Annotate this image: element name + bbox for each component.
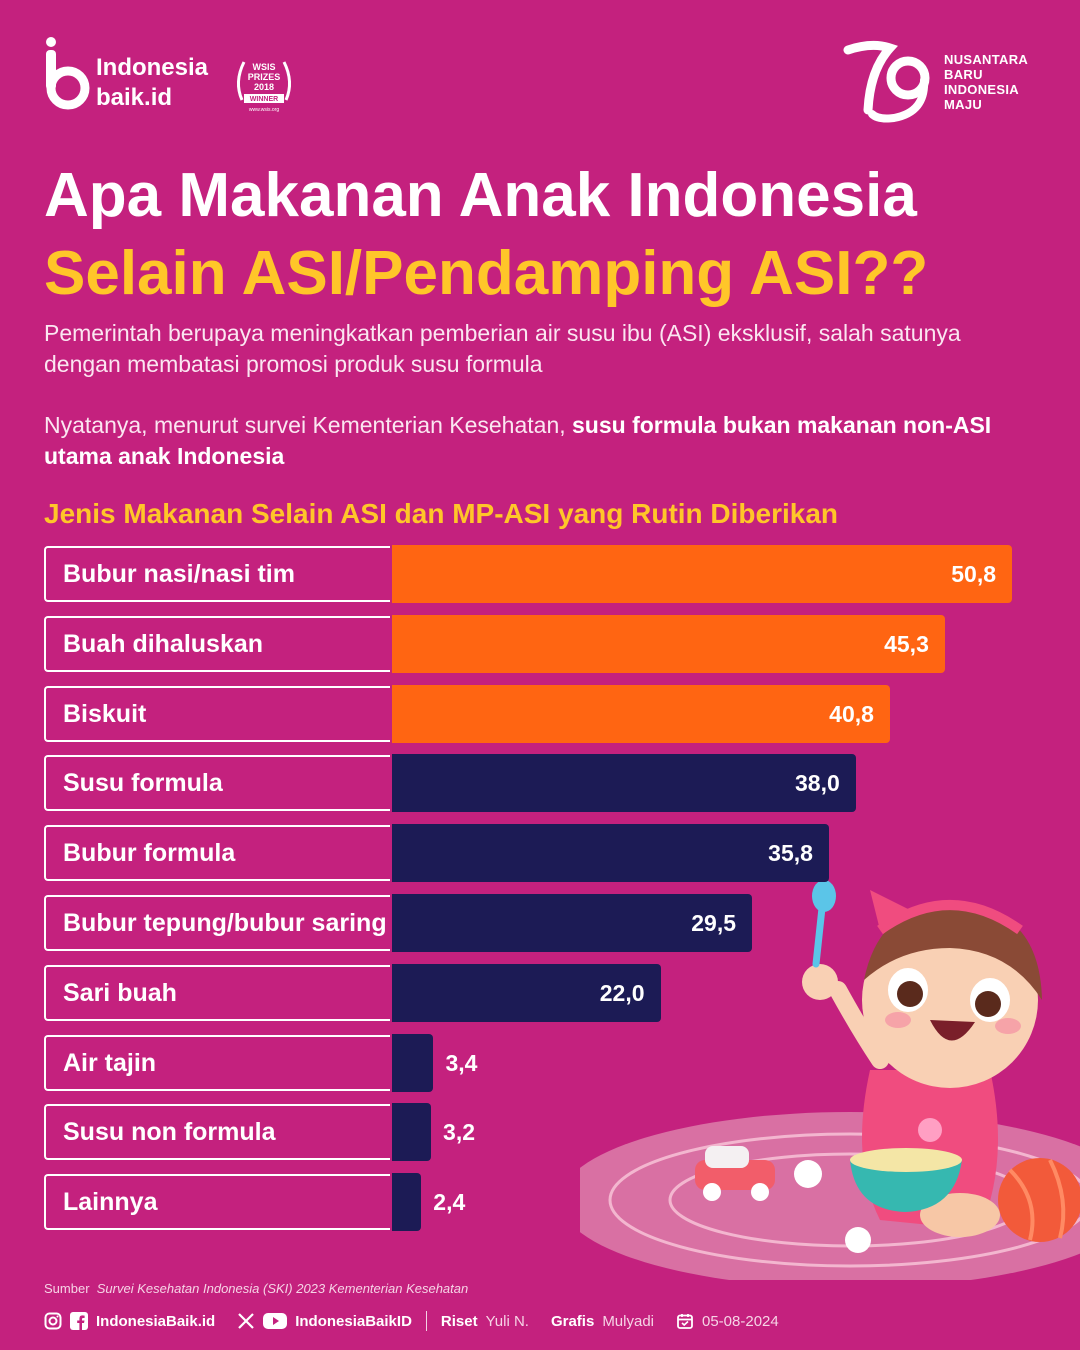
grafis-label: Grafis xyxy=(550,1312,595,1330)
category-label: Lainnya xyxy=(44,1174,390,1231)
intro-paragraph-2: Nyatanya, menurut survei Kementerian Kes… xyxy=(44,410,1024,472)
bar xyxy=(392,1033,434,1092)
source-note: Sumber Survei Kesehatan Indonesia (SKI) … xyxy=(44,1281,468,1296)
toy-car-icon xyxy=(695,1146,775,1201)
award-text-1: WSIS xyxy=(252,62,275,72)
category-label: Susu formula xyxy=(44,755,390,812)
nusantara-baru-logo: NUSANTARA BARU INDONESIA MAJU xyxy=(842,40,1052,124)
page-subtitle: Selain ASI/Pendamping ASI?? xyxy=(44,239,929,308)
bar-value-label: 22,0 xyxy=(599,979,645,1006)
category-label: Susu non formula xyxy=(44,1104,390,1161)
publish-date: 05-08-2024 xyxy=(702,1312,779,1330)
page-title: Apa Makanan Anak Indonesia xyxy=(44,161,917,230)
intro-paragraph-1: Pemerintah berupaya meningkatkan pemberi… xyxy=(44,320,961,377)
category-label: Air tajin xyxy=(44,1034,390,1091)
source-label: Sumber xyxy=(44,1281,90,1296)
category-label: Biskuit xyxy=(44,685,390,742)
bar xyxy=(392,894,753,952)
food-bowl-icon xyxy=(850,1148,962,1212)
bar xyxy=(392,824,829,883)
partner-text-1: NUSANTARA xyxy=(944,52,1029,67)
x-twitter-icon[interactable] xyxy=(237,1312,255,1330)
bar xyxy=(392,963,661,1022)
bar xyxy=(392,545,1012,603)
category-label: Bubur formula xyxy=(44,825,390,882)
calendar-icon xyxy=(677,1314,693,1329)
award-text-5: www.wsis.org xyxy=(249,107,280,113)
toy-ball-small-icon-2 xyxy=(845,1227,871,1253)
toy-ball-large-icon xyxy=(998,1158,1080,1242)
footer-bar: IndonesiaBaik.id IndonesiaBaikID Riset Y… xyxy=(44,1309,779,1333)
indonesiabaik-logo: Indonesia baik.id WSIS PRIZES 2018 WINNE… xyxy=(44,36,304,116)
79-anniversary-icon xyxy=(843,40,930,123)
bar-value-label: 35,8 xyxy=(768,840,813,867)
bar xyxy=(392,754,856,813)
intro-paragraph-2-text: Nyatanya, menurut survei Kementerian Kes… xyxy=(44,412,573,438)
partner-text-3: INDONESIA xyxy=(944,82,1019,97)
indonesiabaik-b-icon xyxy=(46,37,90,110)
bar-value-label: 45,3 xyxy=(884,630,929,657)
youtube-icon[interactable] xyxy=(263,1312,288,1330)
footer-divider xyxy=(425,1311,427,1331)
award-text-3: 2018 xyxy=(254,82,274,92)
bar xyxy=(392,1173,422,1232)
intro-paragraph-2-bold: susu formula bukan makanan non-ASI utama… xyxy=(44,412,992,469)
partner-text-2: BARU xyxy=(944,67,983,82)
grafis-name: Mulyadi xyxy=(602,1312,654,1330)
chart-title: Jenis Makanan Selain ASI dan MP-ASI yang… xyxy=(44,498,839,529)
social-handle-2[interactable]: IndonesiaBaikID xyxy=(295,1312,412,1330)
toy-ball-small-icon xyxy=(794,1160,822,1188)
award-text-2: PRIZES xyxy=(248,72,281,82)
bar-value-label: 38,0 xyxy=(795,770,840,797)
category-label: Bubur tepung/bubur saring xyxy=(44,895,390,951)
instagram-icon[interactable] xyxy=(44,1312,62,1330)
bar-value-label: 2,4 xyxy=(433,1189,466,1216)
bar xyxy=(392,684,890,743)
bar xyxy=(392,614,945,673)
bar-value-label: 50,8 xyxy=(951,561,996,587)
social-handle-1[interactable]: IndonesiaBaik.id xyxy=(96,1312,216,1330)
category-label: Bubur nasi/nasi tim xyxy=(44,546,390,602)
wsis-award-badge: WSIS PRIZES 2018 WINNER www.wsis.org xyxy=(237,61,291,113)
bar xyxy=(392,1103,432,1162)
bar-value-label: 3,4 xyxy=(445,1049,478,1076)
bar-value-label: 3,2 xyxy=(443,1119,476,1146)
brand-name-line2: baik.id xyxy=(96,84,173,111)
riset-label: Riset xyxy=(440,1312,478,1330)
category-label: Buah dihaluskan xyxy=(44,615,390,672)
category-label: Sari buah xyxy=(44,964,390,1021)
bar-value-label: 29,5 xyxy=(691,910,737,936)
award-text-4: WINNER xyxy=(250,96,278,103)
bar-value-label: 40,8 xyxy=(829,700,874,727)
partner-text-4: MAJU xyxy=(944,97,983,112)
baby-eating-illustration xyxy=(580,880,1080,1280)
brand-name-line1: Indonesia xyxy=(96,54,209,81)
source-text: Survei Kesehatan Indonesia (SKI) 2023 Ke… xyxy=(96,1281,469,1296)
facebook-icon[interactable] xyxy=(70,1312,88,1330)
riset-name: Yuli N. xyxy=(485,1312,529,1330)
